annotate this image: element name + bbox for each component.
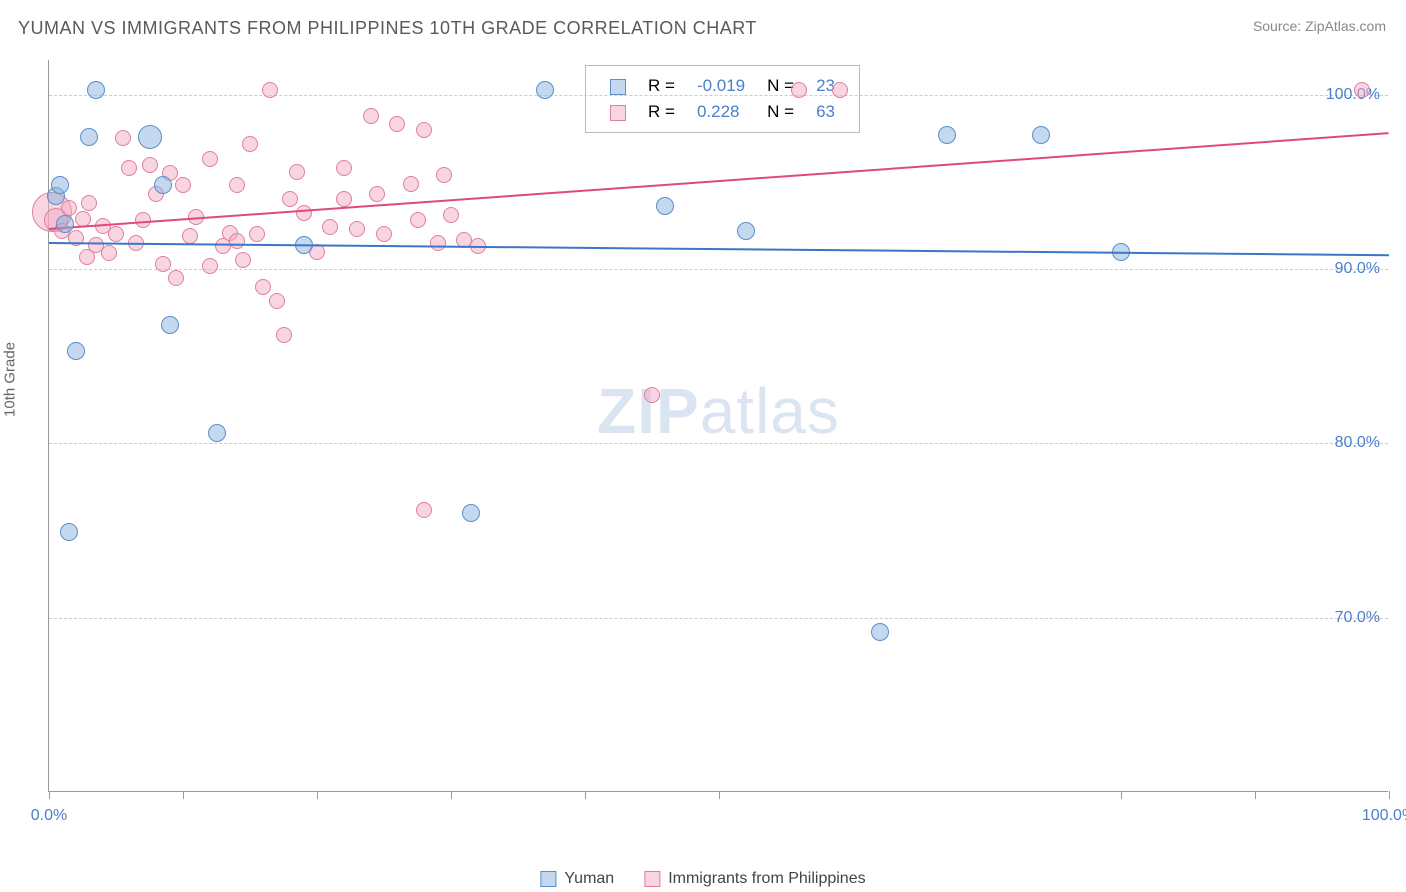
data-point xyxy=(229,233,245,249)
data-point xyxy=(536,81,554,99)
data-point xyxy=(336,160,352,176)
data-point xyxy=(202,258,218,274)
y-tick-label: 70.0% xyxy=(1335,609,1380,627)
data-point xyxy=(168,270,184,286)
data-point xyxy=(67,342,85,360)
data-point xyxy=(51,176,69,194)
y-tick-label: 90.0% xyxy=(1335,260,1380,278)
data-point xyxy=(436,167,452,183)
swatch-yuman-icon xyxy=(540,871,556,887)
x-tick-mark xyxy=(719,791,720,799)
data-point xyxy=(262,82,278,98)
data-point xyxy=(255,279,271,295)
stats-legend: R = -0.019 N = 23 R = 0.228 N = 63 xyxy=(585,65,860,133)
data-point xyxy=(115,130,131,146)
x-tick-label: 0.0% xyxy=(31,807,67,825)
scatter-plot: ZIPatlas R = -0.019 N = 23 R = 0.228 N =… xyxy=(48,60,1388,792)
data-point xyxy=(202,151,218,167)
data-point xyxy=(462,504,480,522)
data-point xyxy=(229,177,245,193)
source-label: Source: ZipAtlas.com xyxy=(1253,18,1386,34)
x-tick-label: 100.0% xyxy=(1362,807,1406,825)
data-point xyxy=(269,293,285,309)
data-point xyxy=(182,228,198,244)
data-point xyxy=(121,160,137,176)
data-point xyxy=(56,215,74,233)
data-point xyxy=(138,125,162,149)
data-point xyxy=(410,212,426,228)
data-point xyxy=(296,205,312,221)
swatch-phil-icon xyxy=(644,871,660,887)
data-point xyxy=(101,245,117,261)
data-point xyxy=(80,128,98,146)
data-point xyxy=(403,176,419,192)
data-point xyxy=(175,177,191,193)
data-point xyxy=(336,191,352,207)
gridline xyxy=(49,269,1388,270)
data-point xyxy=(161,316,179,334)
trend-line xyxy=(49,243,1389,255)
data-point xyxy=(791,82,807,98)
legend-label-phil: Immigrants from Philippines xyxy=(668,870,865,888)
y-tick-label: 80.0% xyxy=(1335,434,1380,452)
chart-title: YUMAN VS IMMIGRANTS FROM PHILIPPINES 10T… xyxy=(18,18,757,39)
data-point xyxy=(1032,126,1050,144)
swatch-yuman-icon xyxy=(610,79,626,95)
n-value-phil: 63 xyxy=(806,100,845,124)
data-point xyxy=(249,226,265,242)
data-point xyxy=(1354,82,1370,98)
data-point xyxy=(389,116,405,132)
data-point xyxy=(108,226,124,242)
x-tick-mark xyxy=(183,791,184,799)
data-point xyxy=(282,191,298,207)
bottom-legend: Yuman Immigrants from Philippines xyxy=(540,870,865,888)
x-tick-mark xyxy=(585,791,586,799)
data-point xyxy=(349,221,365,237)
data-point xyxy=(376,226,392,242)
data-point xyxy=(644,387,660,403)
swatch-phil-icon xyxy=(610,105,626,121)
x-tick-mark xyxy=(317,791,318,799)
x-tick-mark xyxy=(49,791,50,799)
watermark: ZIPatlas xyxy=(597,374,840,448)
legend-row-phil: R = 0.228 N = 63 xyxy=(600,100,845,124)
data-point xyxy=(87,81,105,99)
data-point xyxy=(276,327,292,343)
data-point xyxy=(155,256,171,272)
data-point xyxy=(289,164,305,180)
data-point xyxy=(416,502,432,518)
data-point xyxy=(242,136,258,152)
y-tick-label: 100.0% xyxy=(1326,86,1380,104)
gridline xyxy=(49,443,1388,444)
gridline xyxy=(49,95,1388,96)
legend-label-yuman: Yuman xyxy=(564,870,614,888)
data-point xyxy=(416,122,432,138)
data-point xyxy=(656,197,674,215)
data-point xyxy=(322,219,338,235)
data-point xyxy=(430,235,446,251)
data-point xyxy=(81,195,97,211)
x-tick-mark xyxy=(1121,791,1122,799)
data-point xyxy=(369,186,385,202)
data-point xyxy=(871,623,889,641)
data-point xyxy=(208,424,226,442)
data-point xyxy=(235,252,251,268)
y-axis-label: 10th Grade xyxy=(2,342,19,417)
r-value-phil: 0.228 xyxy=(687,100,755,124)
data-point xyxy=(142,157,158,173)
x-tick-mark xyxy=(1389,791,1390,799)
data-point xyxy=(363,108,379,124)
data-point xyxy=(832,82,848,98)
data-point xyxy=(737,222,755,240)
data-point xyxy=(938,126,956,144)
data-point xyxy=(154,176,172,194)
x-tick-mark xyxy=(1255,791,1256,799)
gridline xyxy=(49,618,1388,619)
data-point xyxy=(60,523,78,541)
data-point xyxy=(443,207,459,223)
x-tick-mark xyxy=(451,791,452,799)
